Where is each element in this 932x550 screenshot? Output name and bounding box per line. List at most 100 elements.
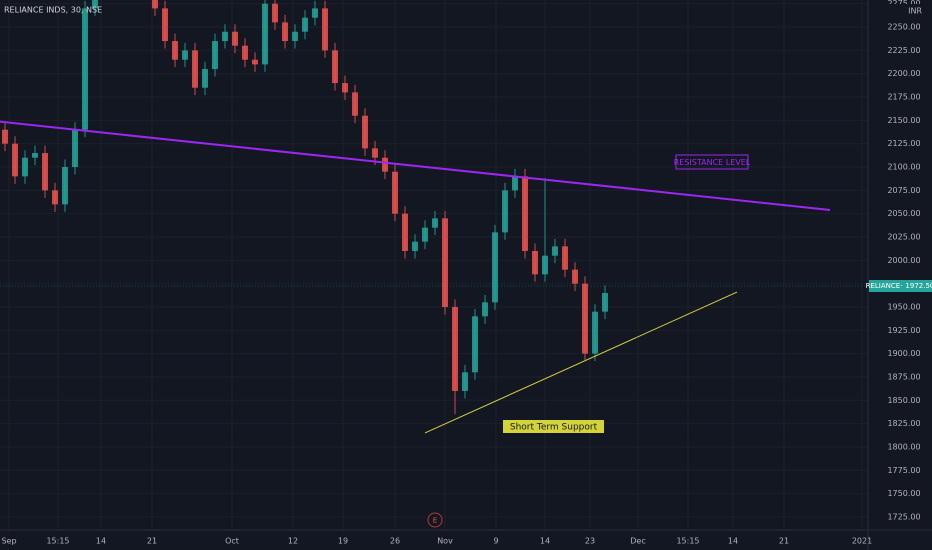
x-tick-label: Oct: [225, 537, 239, 546]
x-tick-label: 14: [96, 537, 106, 546]
y-tick-label: 2075.00: [887, 186, 920, 195]
candle-body: [52, 190, 58, 205]
candle-body: [332, 50, 338, 84]
candle-body: [342, 83, 348, 93]
y-tick-label: 2125.00: [887, 139, 920, 148]
y-tick-label: 1750.00: [887, 489, 920, 498]
candle-body: [592, 311, 598, 354]
candle-body: [362, 115, 368, 149]
annotation: Short Term Support: [510, 423, 598, 433]
candle-body: [72, 129, 78, 168]
x-tick-label: 15:15: [46, 537, 69, 546]
candle-body: [602, 292, 608, 312]
y-tick-label: 1950.00: [887, 302, 920, 311]
candle-body: [462, 372, 468, 391]
candle-body: [572, 269, 578, 284]
candle-body: [542, 255, 548, 275]
candle-body: [512, 176, 518, 191]
candle-body: [532, 251, 538, 275]
y-tick-label: 2000.00: [887, 256, 920, 265]
candle-body: [212, 41, 218, 70]
candle-body: [272, 3, 278, 23]
y-tick-label: 1800.00: [887, 442, 920, 451]
candle-body: [302, 17, 308, 32]
candle-body: [422, 227, 428, 242]
x-tick-label: 26: [390, 537, 400, 546]
x-tick-label: Sep: [1, 537, 16, 546]
candle-body: [62, 167, 68, 205]
y-tick-label: 1850.00: [887, 396, 920, 405]
candle-body: [492, 232, 498, 303]
event-marker: [427, 512, 443, 528]
candle-body: [392, 171, 398, 214]
y-tick-label: 2050.00: [887, 209, 920, 218]
trend-line: [424, 291, 738, 434]
candle-body: [222, 31, 228, 42]
candle-body: [322, 8, 328, 51]
x-tick-label: 15:15: [676, 537, 699, 546]
candle-body: [82, 8, 88, 130]
plot-area: [0, 0, 868, 434]
y-tick-label: 2025.00: [887, 233, 920, 242]
event-marker-label: E: [433, 517, 437, 525]
candle-body: [452, 306, 458, 391]
candle-body: [432, 218, 438, 228]
annotation-box: [503, 420, 604, 433]
x-tick-label: 9: [493, 537, 498, 546]
candle-body: [292, 31, 298, 42]
x-tick-label: 12: [288, 537, 298, 546]
candle-body: [282, 22, 288, 42]
chart-title: RELIANCE INDS, 30, NSE: [4, 6, 102, 15]
candle-body: [472, 316, 478, 373]
candle-body: [172, 41, 178, 60]
candle-body: [32, 153, 38, 158]
candle-body: [442, 218, 448, 307]
candle-body: [92, 0, 98, 9]
candle-body: [312, 8, 318, 18]
candle-body: [522, 176, 528, 252]
last-price-name: RELIANCE·: [866, 282, 903, 290]
y-tick-label: 1875.00: [887, 372, 920, 381]
last-price-label: RELIANCE· 1972.50: [866, 282, 932, 290]
candle-body: [22, 157, 28, 177]
last-price-value: 1972.50: [905, 282, 932, 290]
last-price-tag: [869, 279, 932, 292]
y-tick-label: 2150.00: [887, 116, 920, 125]
candle-body: [402, 213, 408, 252]
x-tick-label: 19: [338, 537, 348, 546]
candle-body: [242, 45, 248, 60]
candle-body: [382, 157, 388, 172]
x-tick-label: 21: [779, 537, 789, 546]
candle-body: [262, 3, 268, 65]
annotation-box: [675, 154, 749, 170]
candle-body: [352, 92, 358, 116]
annotation: RESISTANCE LEVEL: [674, 158, 751, 167]
candle-body: [412, 241, 418, 252]
candle-body: [162, 8, 168, 42]
candle-body: [552, 246, 558, 256]
candle-body: [252, 59, 258, 65]
y-tick-label: 2200.00: [887, 69, 920, 78]
x-tick-label: Dec: [630, 537, 645, 546]
y-tick-label: 1900.00: [887, 349, 920, 358]
candle-body: [202, 69, 208, 88]
candle-body: [582, 283, 588, 354]
y-tick-label: 2100.00: [887, 163, 920, 172]
x-tick-label: 23: [585, 537, 595, 546]
trend-line: [0, 120, 831, 211]
y-tick-label: 2175.00: [887, 93, 920, 102]
x-tick-label: 14: [728, 537, 738, 546]
x-tick-label: Nov: [437, 537, 453, 546]
y-tick-label: 2250.00: [887, 23, 920, 32]
grid: [0, 0, 868, 530]
y-axis-label: INR: [908, 7, 922, 16]
candle-body: [562, 246, 568, 270]
candle-body: [42, 153, 48, 191]
candle-body: [372, 148, 378, 158]
candle-body: [232, 31, 238, 46]
unit-bg: [869, 4, 931, 18]
candle-body: [12, 143, 18, 177]
